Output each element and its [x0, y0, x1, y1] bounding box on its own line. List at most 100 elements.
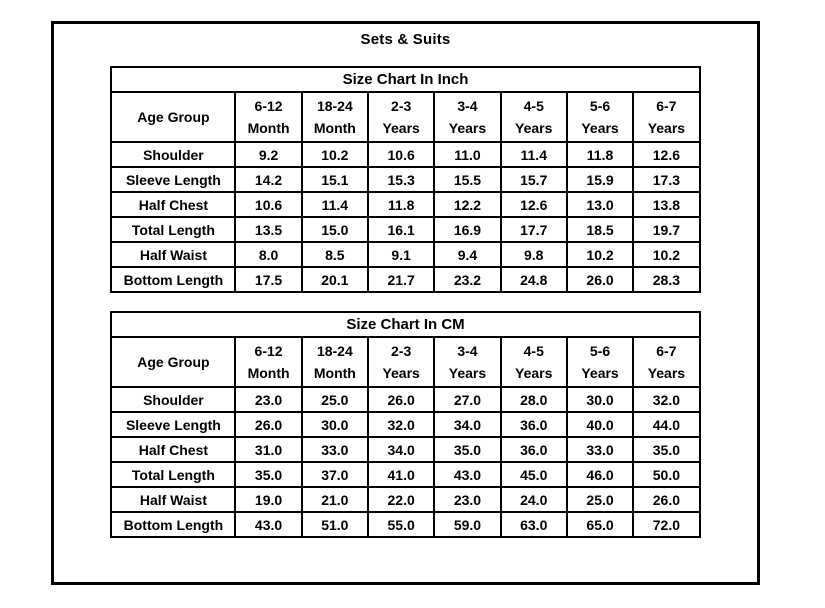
size-value-cell: 31.0 [234, 436, 303, 463]
size-value-cell: 12.6 [499, 191, 568, 218]
size-table-cm: Size Chart In CM Age Group 6-12 Month 18-24… [110, 311, 701, 538]
size-value-cell: 37.0 [300, 461, 370, 488]
size-value-cell: 65.0 [565, 511, 635, 538]
size-value-cell: 72.0 [632, 511, 701, 538]
row-label: Bottom Length [110, 511, 237, 538]
row-label: Total Length [110, 461, 237, 488]
table-row: Half Waist 19.0 21.0 22.0 23.0 24.0 25.0 26.0 [110, 486, 701, 513]
column-header: 6-7 Years [632, 91, 701, 143]
size-value-cell: 15.1 [300, 166, 370, 193]
size-value-cell: 16.1 [366, 216, 436, 243]
column-header: 5-6 Years [565, 91, 635, 143]
table-title-row: Size Chart In CM [110, 311, 701, 338]
size-value-cell: 13.0 [565, 191, 635, 218]
size-value-cell: 35.0 [234, 461, 303, 488]
size-value-cell: 26.0 [366, 386, 436, 413]
size-value-cell: 13.5 [234, 216, 303, 243]
table-row: Sleeve Length 26.0 30.0 32.0 34.0 36.0 40.0 44.… [110, 411, 701, 438]
size-value-cell: 17.3 [632, 166, 701, 193]
size-value-cell: 28.3 [632, 266, 701, 293]
size-value-cell: 19.7 [632, 216, 701, 243]
size-value-cell: 10.2 [565, 241, 635, 268]
size-value-cell: 15.0 [300, 216, 370, 243]
table-row: Total Length 35.0 37.0 41.0 43.0 45.0 46.0 50.0 [110, 461, 701, 488]
table-row: Shoulder 23.0 25.0 26.0 27.0 28.0 30.0 32.0 [110, 386, 701, 413]
size-value-cell: 10.6 [366, 141, 436, 168]
size-value-cell: 33.0 [565, 436, 635, 463]
table-row: Half Chest 10.6 11.4 11.8 12.2 12.6 13.0 13.8 [110, 191, 701, 218]
size-value-cell: 17.5 [234, 266, 303, 293]
size-value-cell: 21.0 [300, 486, 370, 513]
row-label: Half Waist [110, 486, 237, 513]
column-header: 18-24 Month [300, 336, 370, 388]
size-value-cell: 23.2 [433, 266, 502, 293]
size-value-cell: 44.0 [632, 411, 701, 438]
size-value-cell: 28.0 [499, 386, 568, 413]
column-header: 6-12 Month [234, 91, 303, 143]
size-value-cell: 51.0 [300, 511, 370, 538]
size-value-cell: 15.5 [433, 166, 502, 193]
size-value-cell: 13.8 [632, 191, 701, 218]
size-value-cell: 12.6 [632, 141, 701, 168]
size-value-cell: 27.0 [433, 386, 502, 413]
row-label: Total Length [110, 216, 237, 243]
table-row: Total Length 13.5 15.0 16.1 16.9 17.7 18.5 19.7 [110, 216, 701, 243]
row-header-label: Age Group [110, 91, 237, 143]
column-header: 6-12 Month [234, 336, 303, 388]
size-value-cell: 15.3 [366, 166, 436, 193]
size-value-cell: 35.0 [433, 436, 502, 463]
size-value-cell: 8.0 [234, 241, 303, 268]
size-value-cell: 26.0 [632, 486, 701, 513]
column-header: 2-3 Years [366, 336, 436, 388]
page-title: Sets & Suits [360, 31, 451, 48]
size-value-cell: 20.1 [300, 266, 370, 293]
size-value-cell: 21.7 [366, 266, 436, 293]
row-label: Half Chest [110, 436, 237, 463]
column-header: 6-7 Years [632, 336, 701, 388]
column-header: 5-6 Years [565, 336, 635, 388]
table-row: Bottom Length 17.5 20.1 21.7 23.2 24.8 26.0 28.… [110, 266, 701, 293]
size-value-cell: 25.0 [565, 486, 635, 513]
row-label: Shoulder [110, 386, 237, 413]
size-value-cell: 55.0 [366, 511, 436, 538]
column-header: 3-4 Years [433, 336, 502, 388]
size-value-cell: 34.0 [433, 411, 502, 438]
table-title-row: Size Chart In Inch [110, 66, 701, 93]
size-value-cell: 36.0 [499, 436, 568, 463]
size-value-cell: 11.4 [300, 191, 370, 218]
table-title: Size Chart In Inch [110, 66, 701, 93]
size-value-cell: 9.4 [433, 241, 502, 268]
size-value-cell: 9.8 [499, 241, 568, 268]
size-value-cell: 33.0 [300, 436, 370, 463]
row-label: Half Waist [110, 241, 237, 268]
column-header: 18-24 Month [300, 91, 370, 143]
size-value-cell: 19.0 [234, 486, 303, 513]
table-row: Half Waist 8.0 8.5 9.1 9.4 9.8 10.2 10.2 [110, 241, 701, 268]
table-row: Half Chest 31.0 33.0 34.0 35.0 36.0 33.0 35.0 [110, 436, 701, 463]
size-value-cell: 14.2 [234, 166, 303, 193]
size-value-cell: 43.0 [433, 461, 502, 488]
table-title: Size Chart In CM [110, 311, 701, 338]
row-label: Bottom Length [110, 266, 237, 293]
size-value-cell: 23.0 [433, 486, 502, 513]
size-value-cell: 17.7 [499, 216, 568, 243]
size-value-cell: 50.0 [632, 461, 701, 488]
size-value-cell: 36.0 [499, 411, 568, 438]
size-value-cell: 22.0 [366, 486, 436, 513]
table-header-row: Age Group 6-12 Month 18-24 Month 2-3 Years 3… [110, 336, 701, 388]
column-header: 3-4 Years [433, 91, 502, 143]
size-value-cell: 10.2 [632, 241, 701, 268]
size-value-cell: 11.8 [366, 191, 436, 218]
row-header-label: Age Group [110, 336, 237, 388]
size-value-cell: 9.2 [234, 141, 303, 168]
size-value-cell: 16.9 [433, 216, 502, 243]
size-value-cell: 26.0 [234, 411, 303, 438]
size-table-inch: Size Chart In Inch Age Group 6-12 Month 18-… [110, 66, 701, 293]
size-value-cell: 30.0 [300, 411, 370, 438]
size-value-cell: 24.8 [499, 266, 568, 293]
size-value-cell: 63.0 [499, 511, 568, 538]
size-value-cell: 59.0 [433, 511, 502, 538]
size-chart-sheet: Sets & Suits Size Chart In Inch Age Group… [51, 21, 760, 585]
size-value-cell: 34.0 [366, 436, 436, 463]
